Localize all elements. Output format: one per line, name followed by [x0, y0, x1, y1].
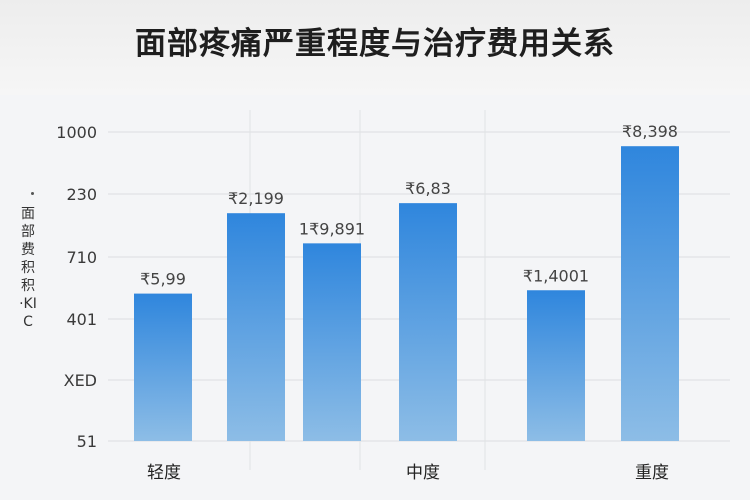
bar-value-label: ₹5,99 — [140, 270, 186, 289]
bar — [621, 146, 679, 441]
bar — [134, 293, 192, 441]
bar — [527, 290, 585, 441]
bar — [399, 203, 457, 441]
x-tick-label: 中度 — [406, 463, 440, 483]
y-tick-label: XED — [64, 371, 97, 390]
bar — [303, 243, 361, 441]
y-tick-label: 1000 — [56, 123, 97, 142]
bar-value-label: ₹1,4001 — [523, 266, 589, 285]
title-bar — [0, 0, 750, 95]
chart-title: 面部疼痛严重程度与治疗费用关系 — [135, 26, 615, 62]
x-tick-label: 轻度 — [147, 463, 181, 483]
y-tick-label: 401 — [66, 310, 97, 329]
y-tick-label: 51 — [77, 432, 97, 451]
y-axis-label: 面部费积积 ·KIC — [19, 206, 37, 330]
bar-value-label: ₹2,199 — [228, 189, 284, 208]
y-tick-label: 230 — [66, 185, 97, 204]
bar-value-label: ₹6,83 — [405, 179, 451, 198]
bar — [227, 213, 285, 441]
bar-value-label: 1₹9,891 — [299, 219, 365, 238]
x-tick-label: 重度 — [635, 463, 669, 483]
bar-value-label: ₹8,398 — [622, 122, 678, 141]
y-axis-label-dot — [31, 192, 34, 195]
y-tick-label: 710 — [66, 248, 97, 267]
